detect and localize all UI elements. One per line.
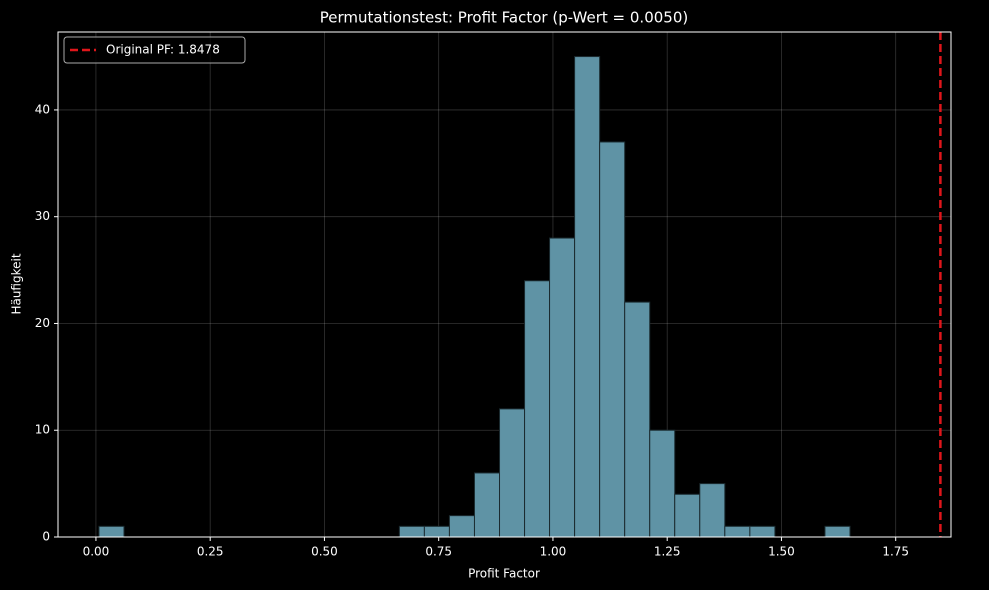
y-tick-label: 30 — [35, 209, 50, 223]
x-tick-label: 0.50 — [311, 545, 338, 559]
bar — [549, 237, 576, 538]
axes-frame — [57, 31, 952, 538]
x-axis-label: Profit Factor — [468, 567, 540, 581]
bar — [624, 301, 651, 538]
y-tick-label: 0 — [42, 530, 50, 544]
x-tick-label: 1.00 — [540, 545, 567, 559]
x-tick-label: 0.00 — [83, 545, 110, 559]
bar — [524, 280, 551, 538]
bar — [98, 525, 125, 538]
x-tick-label: 1.75 — [882, 545, 909, 559]
legend-box — [63, 36, 246, 64]
bar — [824, 525, 851, 538]
bar — [448, 515, 475, 538]
bar — [574, 56, 601, 538]
chart-title: Permutationstest: Profit Factor (p-Wert … — [320, 9, 688, 27]
y-tick-label: 20 — [35, 316, 50, 330]
x-tick-label: 0.75 — [425, 545, 452, 559]
bar — [398, 525, 425, 538]
x-tick-label: 1.25 — [654, 545, 681, 559]
bar — [674, 493, 701, 538]
bar — [599, 141, 626, 538]
bar — [749, 525, 776, 538]
bar — [473, 472, 501, 538]
bar — [423, 525, 450, 538]
bar — [724, 525, 751, 538]
bar — [499, 408, 526, 538]
x-tick-label: 1.50 — [768, 545, 795, 559]
y-tick-label: 10 — [35, 423, 50, 437]
y-tick-label: 40 — [35, 102, 50, 116]
y-axis-label: Häufigkeit — [10, 253, 24, 314]
bar — [649, 429, 676, 538]
bar — [699, 483, 726, 538]
x-tick-label: 0.25 — [197, 545, 224, 559]
legend-label: Original PF: 1.8478 — [106, 43, 220, 57]
